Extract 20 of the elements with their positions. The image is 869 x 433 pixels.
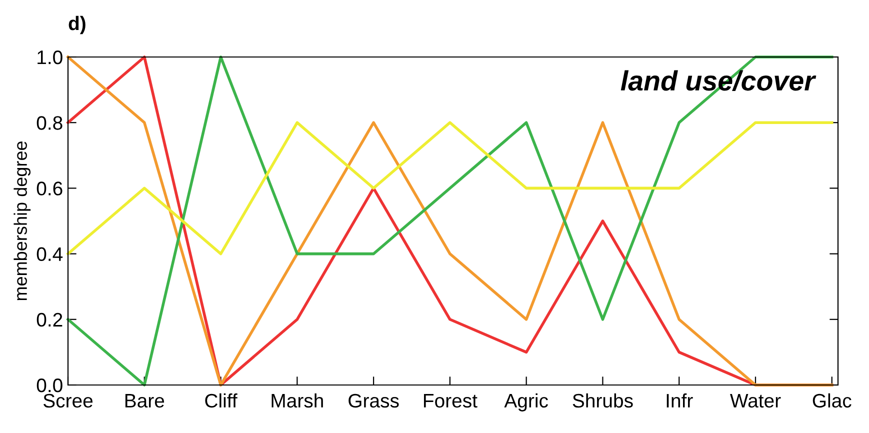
x-tick-label: Infr: [666, 393, 693, 408]
y-axis-title: membership degree: [14, 142, 31, 300]
y-tick-label: 0.2: [36, 312, 62, 327]
y-tick-label: 0.0: [36, 378, 62, 392]
x-tick-label: Grass: [348, 394, 399, 408]
y-tick-label: 0.6: [36, 182, 62, 196]
x-tick-label: Forest: [424, 394, 478, 408]
y-tick-label: 1.0: [38, 50, 62, 64]
y-tick-label: 0.4: [36, 247, 63, 262]
x-tick-label: Agric: [504, 393, 548, 412]
x-tick-label: Bare: [125, 394, 164, 408]
chart-title: d): [68, 16, 86, 34]
x-tick-label: Cliff: [205, 393, 238, 408]
x-tick-label: Glac: [812, 393, 852, 408]
y-tick-label: 0.8: [36, 116, 62, 130]
x-tick-label: Shrubs: [572, 393, 633, 408]
x-tick-label: Water: [730, 394, 781, 408]
x-tick-label: Marsh: [272, 393, 323, 408]
x-tick-label: Scree: [43, 394, 93, 408]
line-series: [66, 56, 834, 386]
